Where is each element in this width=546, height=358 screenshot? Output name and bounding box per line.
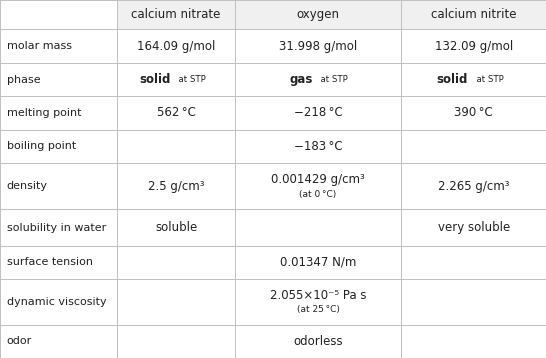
Text: calcium nitrite: calcium nitrite (431, 8, 517, 21)
Text: (at 25 °C): (at 25 °C) (296, 305, 340, 314)
Text: soluble: soluble (155, 221, 197, 234)
Text: 0.01347 N/m: 0.01347 N/m (280, 256, 356, 269)
Text: 164.09 g/mol: 164.09 g/mol (137, 40, 215, 53)
Text: 2.265 g/cm³: 2.265 g/cm³ (438, 180, 509, 193)
Text: solid: solid (437, 73, 468, 86)
Text: 2.5 g/cm³: 2.5 g/cm³ (148, 180, 204, 193)
Text: melting point: melting point (7, 108, 81, 118)
Text: −183 °C: −183 °C (294, 140, 342, 153)
Bar (401, 0, 546, 29)
Text: dynamic viscosity: dynamic viscosity (7, 297, 106, 307)
Text: 132.09 g/mol: 132.09 g/mol (435, 40, 513, 53)
Bar (235, 0, 401, 29)
Text: calcium nitrate: calcium nitrate (132, 8, 221, 21)
Text: oxygen: oxygen (296, 8, 340, 21)
Text: 31.998 g/mol: 31.998 g/mol (279, 40, 357, 53)
Text: (at 0 °C): (at 0 °C) (299, 190, 337, 199)
Bar (117, 0, 235, 29)
Text: phase: phase (7, 74, 40, 84)
Text: density: density (7, 181, 48, 191)
Text: surface tension: surface tension (7, 257, 93, 267)
Text: at STP: at STP (316, 75, 348, 84)
Text: solubility in water: solubility in water (7, 223, 106, 233)
Text: very soluble: very soluble (437, 221, 510, 234)
Text: solid: solid (139, 73, 170, 86)
Text: 390 °C: 390 °C (454, 106, 493, 120)
Text: molar mass: molar mass (7, 41, 72, 51)
Text: at STP: at STP (174, 75, 206, 84)
Text: 0.001429 g/cm³: 0.001429 g/cm³ (271, 173, 365, 186)
Text: 2.055×10⁻⁵ Pa s: 2.055×10⁻⁵ Pa s (270, 289, 366, 302)
Text: boiling point: boiling point (7, 141, 76, 151)
Text: odorless: odorless (293, 335, 343, 348)
Text: gas: gas (289, 73, 312, 86)
Text: 562 °C: 562 °C (157, 106, 195, 120)
Text: odor: odor (7, 336, 32, 346)
Text: −218 °C: −218 °C (294, 106, 342, 120)
Text: at STP: at STP (471, 75, 503, 84)
